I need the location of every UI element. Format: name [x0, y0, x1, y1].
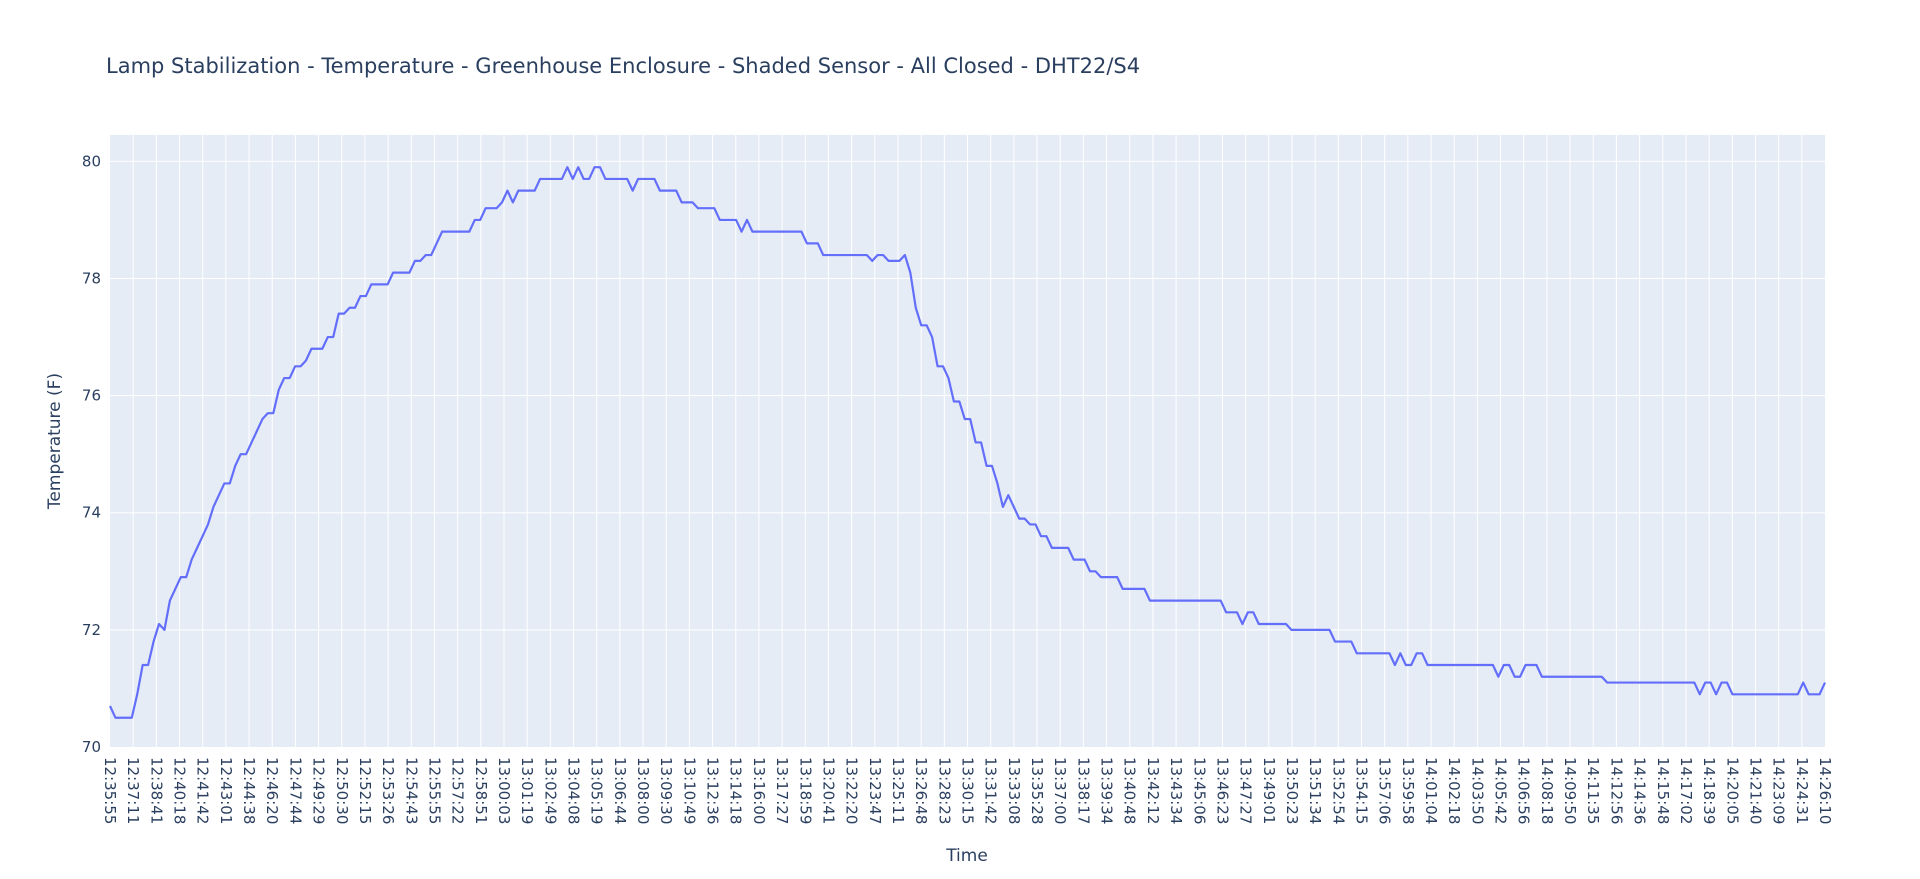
x-tick-label: 13:16:00: [750, 757, 768, 824]
x-tick-label: 14:17:02: [1677, 757, 1695, 824]
x-tick-label: 14:12:56: [1607, 757, 1625, 824]
x-tick-label: 13:01:19: [518, 757, 536, 824]
x-tick-label: 13:02:49: [541, 757, 559, 824]
x-tick-label: 13:08:00: [634, 757, 652, 824]
x-tick-label: 13:10:49: [680, 757, 698, 824]
x-tick-label: 14:26:10: [1816, 757, 1834, 824]
x-tick-label: 14:11:35: [1584, 757, 1602, 824]
chart-title: Lamp Stabilization - Temperature - Green…: [106, 54, 1140, 78]
x-tick-label: 12:37:11: [124, 757, 142, 824]
x-tick-label: 14:06:56: [1515, 757, 1533, 824]
x-tick-label: 13:43:34: [1167, 757, 1185, 824]
x-tick-label: 12:46:20: [263, 757, 281, 824]
x-tick-label: 13:57:06: [1376, 757, 1394, 824]
x-tick-label: 14:02:18: [1445, 757, 1463, 824]
x-tick-label: 13:22:20: [843, 757, 861, 824]
x-tick-label: 12:57:22: [449, 757, 467, 824]
x-tick-label: 13:26:48: [912, 757, 930, 824]
x-tick-label: 13:17:27: [773, 757, 791, 824]
x-tick-label: 13:35:28: [1028, 757, 1046, 824]
y-axis-title: Temperature (F): [45, 373, 65, 510]
x-tick-label: 13:12:36: [704, 757, 722, 824]
x-tick-label: 14:23:09: [1770, 757, 1788, 824]
x-tick-label: 14:15:48: [1654, 757, 1672, 824]
x-tick-label: 13:25:11: [889, 757, 907, 824]
x-tick-label: 12:47:44: [286, 757, 304, 824]
x-tick-label: 13:40:48: [1121, 757, 1139, 824]
x-tick-label: 13:33:08: [1005, 757, 1023, 824]
y-tick-label: 74: [82, 504, 101, 522]
grid-lines: [110, 135, 1825, 747]
x-tick-label: 12:41:42: [194, 757, 212, 824]
x-tick-label: 13:52:54: [1329, 757, 1347, 824]
x-tick-label: 14:18:39: [1700, 757, 1718, 824]
x-tick-label: 13:23:47: [866, 757, 884, 824]
x-tick-label: 13:28:23: [935, 757, 953, 824]
x-tick-label: 13:31:42: [982, 757, 1000, 824]
x-tick-label: 13:09:30: [657, 757, 675, 824]
x-tick-label: 13:51:34: [1306, 757, 1324, 824]
x-tick-label: 13:37:00: [1051, 757, 1069, 824]
x-tick-label: 12:35:55: [101, 757, 119, 824]
x-tick-label: 13:39:34: [1098, 757, 1116, 824]
y-tick-label: 72: [82, 621, 101, 639]
x-tick-label: 12:38:41: [147, 757, 165, 824]
x-axis-title: Time: [945, 846, 988, 866]
x-tick-label: 14:08:18: [1538, 757, 1556, 824]
x-tick-label: 14:20:05: [1723, 757, 1741, 824]
x-tick-label: 14:09:50: [1561, 757, 1579, 824]
y-tick-label: 78: [82, 269, 101, 287]
x-tick-label: 12:50:30: [333, 757, 351, 824]
x-tick-label: 13:50:23: [1283, 757, 1301, 824]
x-tick-label: 13:05:19: [588, 757, 606, 824]
x-tick-label: 13:47:27: [1237, 757, 1255, 824]
x-tick-label: 13:06:44: [611, 757, 629, 824]
x-tick-label: 12:44:38: [240, 757, 258, 824]
x-tick-label: 13:49:01: [1260, 757, 1278, 824]
x-tick-label: 13:54:15: [1352, 757, 1370, 824]
x-tick-label: 14:14:36: [1631, 757, 1649, 824]
x-tick-label: 13:04:08: [565, 757, 583, 824]
y-axis-ticks: 70 72 74 76 78 80: [82, 152, 101, 756]
x-tick-label: 14:01:04: [1422, 757, 1440, 824]
x-tick-label: 14:21:40: [1746, 757, 1764, 824]
x-tick-label: 12:53:26: [379, 757, 397, 824]
x-tick-label: 12:40:18: [171, 757, 189, 824]
x-tick-label: 13:00:03: [495, 757, 513, 824]
x-tick-label: 12:55:55: [425, 757, 443, 824]
x-tick-label: 13:45:06: [1190, 757, 1208, 824]
x-tick-label: 13:42:12: [1144, 757, 1162, 824]
x-tick-label: 14:24:31: [1793, 757, 1811, 824]
x-tick-label: 13:46:23: [1213, 757, 1231, 824]
x-tick-label: 13:14:18: [727, 757, 745, 824]
x-tick-label: 13:18:59: [796, 757, 814, 824]
x-axis-ticks: 12:35:55 12:37:11 12:38:41 12:40:18 12:41:42…: [101, 757, 1834, 824]
x-tick-label: 14:05:42: [1492, 757, 1510, 824]
x-tick-label: 12:43:01: [217, 757, 235, 824]
x-tick-label: 12:54:43: [402, 757, 420, 824]
x-tick-label: 14:03:50: [1468, 757, 1486, 824]
x-tick-label: 12:58:51: [472, 757, 490, 824]
y-tick-label: 70: [82, 738, 101, 756]
x-tick-label: 13:30:15: [959, 757, 977, 824]
x-tick-label: 12:52:15: [356, 757, 374, 824]
y-tick-label: 80: [82, 152, 101, 170]
x-tick-label: 13:59:58: [1399, 757, 1417, 824]
x-tick-label: 13:38:17: [1074, 757, 1092, 824]
series-line-temperature: [109, 166, 1826, 719]
x-tick-label: 13:20:41: [819, 757, 837, 824]
x-tick-label: 12:49:29: [310, 757, 328, 824]
y-tick-label: 76: [82, 387, 101, 405]
